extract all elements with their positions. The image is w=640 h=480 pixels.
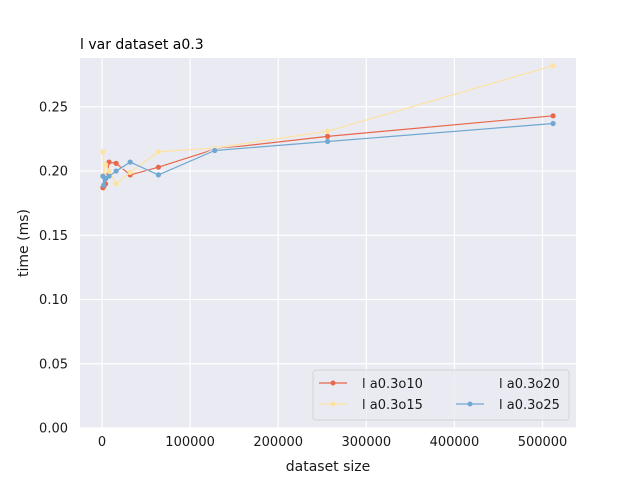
x-tick-label: 0 xyxy=(98,435,106,450)
data-point xyxy=(113,168,119,174)
data-point xyxy=(106,173,112,179)
plot-area xyxy=(80,58,576,428)
series-2 xyxy=(100,63,556,187)
legend: l a0.3o10 l a0.3o15 l a0.3o20 l a0.3o25 xyxy=(312,369,570,421)
legend-entry-3: l a0.3o20 xyxy=(456,377,560,392)
legend-label-3: l a0.3o20 xyxy=(499,377,560,392)
data-point xyxy=(550,113,556,119)
legend-label-2: l a0.3o15 xyxy=(362,398,423,413)
legend-entry-2: l a0.3o15 xyxy=(319,398,423,413)
legend-marker-1 xyxy=(330,380,336,386)
data-point xyxy=(155,149,162,155)
x-tick-label: 100000 xyxy=(165,435,215,450)
y-tick-label: 0.20 xyxy=(39,165,68,180)
series-4 xyxy=(100,120,556,188)
tick-labels: 0 100000 200000 300000 400000 500000 0.00 0.05 0… xyxy=(39,100,567,450)
y-tick-label: 0.00 xyxy=(39,422,68,437)
y-tick-label: 0.05 xyxy=(39,357,68,372)
legend-entry-1: l a0.3o10 xyxy=(319,377,423,392)
data-point xyxy=(113,181,119,187)
legend-marker-4 xyxy=(467,401,473,407)
grid-lines xyxy=(80,58,576,429)
data-point xyxy=(127,169,133,175)
y-axis-label: time (ms) xyxy=(16,209,32,277)
legend-marker-3 xyxy=(467,380,473,386)
data-point xyxy=(550,63,556,69)
data-point xyxy=(324,133,331,139)
series-line xyxy=(102,122,554,186)
data-point xyxy=(113,160,119,166)
x-axis-label: dataset size xyxy=(286,459,371,475)
data-point xyxy=(155,164,162,170)
series-line xyxy=(102,65,554,185)
x-tick-label: 300000 xyxy=(342,435,392,450)
y-tick-label: 0.10 xyxy=(39,293,68,308)
legend-marker-2 xyxy=(330,401,336,407)
data-point xyxy=(101,182,107,188)
y-tick-label: 0.15 xyxy=(39,229,68,244)
data-point xyxy=(550,120,556,127)
legend-label-1: l a0.3o10 xyxy=(362,377,423,392)
legend-entry-4: l a0.3o25 xyxy=(456,398,560,413)
data-point xyxy=(106,168,112,174)
data-point xyxy=(100,149,106,155)
y-tick-label: 0.25 xyxy=(39,100,68,115)
data-point xyxy=(324,128,331,134)
series-layer xyxy=(100,63,556,191)
data-point xyxy=(155,172,162,178)
legend-box xyxy=(312,369,570,421)
x-tick-label: 200000 xyxy=(253,435,303,450)
legend-label-4: l a0.3o25 xyxy=(499,398,560,413)
x-tick-label: 500000 xyxy=(518,435,568,450)
data-point xyxy=(324,138,331,145)
data-point xyxy=(212,147,218,154)
data-point xyxy=(127,159,133,165)
chart-title: l var dataset a0.3 xyxy=(80,37,204,53)
data-point xyxy=(102,162,109,168)
x-tick-label: 400000 xyxy=(430,435,480,450)
